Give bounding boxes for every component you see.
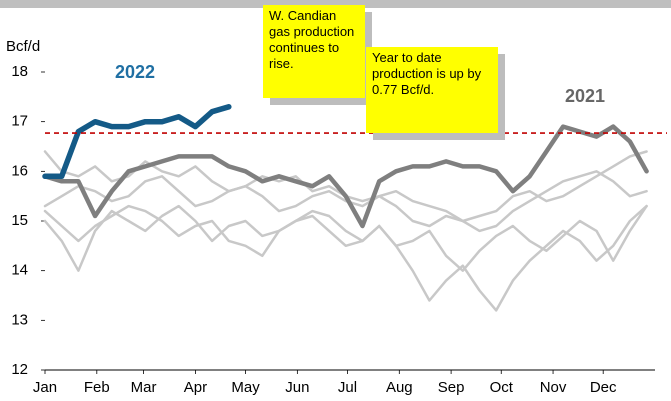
series-line bbox=[43, 204, 648, 272]
x-tick-label: Sep bbox=[438, 379, 465, 396]
x-tick-label: Feb bbox=[84, 379, 110, 396]
x-tick-label: Oct bbox=[490, 379, 514, 396]
x-tick-label: Nov bbox=[540, 379, 567, 396]
x-tick-label: Jan bbox=[33, 379, 57, 396]
x-tick-label: Apr bbox=[184, 379, 207, 396]
x-tick-label: Jul bbox=[338, 379, 357, 396]
y-tick-label: 18 bbox=[11, 63, 28, 80]
y-tick-label: 15 bbox=[11, 212, 28, 229]
y-tick-label: 13 bbox=[11, 311, 28, 328]
y-tick-label: 16 bbox=[11, 162, 28, 179]
x-tick-label: Dec bbox=[590, 379, 617, 396]
y-tick-label: 14 bbox=[11, 262, 28, 279]
series-label: 2021 bbox=[565, 86, 605, 106]
series-line bbox=[43, 170, 648, 233]
y-axis-label: Bcf/d bbox=[6, 38, 40, 55]
x-tick-label: Jun bbox=[285, 379, 309, 396]
x-tick-label: Aug bbox=[386, 379, 413, 396]
y-tick-label: 17 bbox=[11, 113, 28, 130]
series-line bbox=[42, 124, 649, 229]
series-label: 2022 bbox=[115, 62, 155, 82]
annotation: Year to date production is up by 0.77 Bc… bbox=[366, 47, 498, 133]
series-line bbox=[43, 204, 648, 312]
series-line bbox=[42, 104, 232, 180]
x-tick-label: Mar bbox=[131, 379, 157, 396]
header-band bbox=[0, 0, 671, 8]
x-tick-label: May bbox=[231, 379, 260, 396]
annotation: W. Candian gas production continues to r… bbox=[263, 5, 365, 98]
y-tick-label: 12 bbox=[11, 361, 28, 378]
